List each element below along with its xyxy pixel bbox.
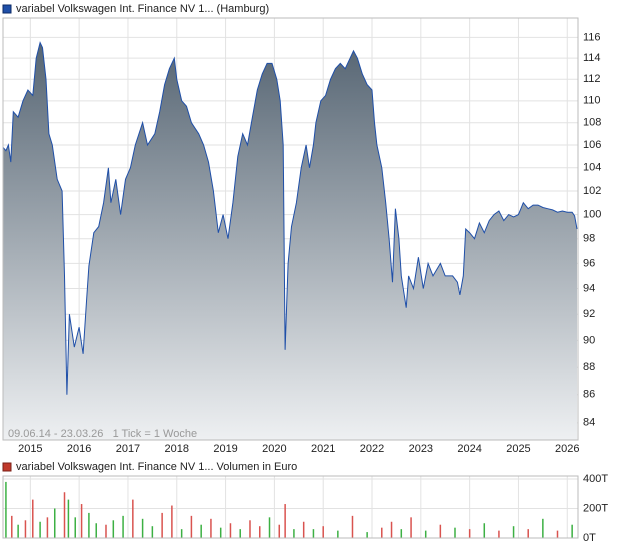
y-tick-label: 116 xyxy=(583,31,601,43)
x-tick-label: 2017 xyxy=(116,443,140,455)
volume-bar xyxy=(210,518,212,538)
volume-bar xyxy=(400,529,403,538)
x-tick-label: 2021 xyxy=(311,443,335,455)
volume-bar xyxy=(180,529,183,538)
plot-background xyxy=(2,475,579,539)
volume-bar xyxy=(571,524,573,538)
legend-swatch xyxy=(2,462,12,472)
y-tick-label: 400T xyxy=(583,473,608,485)
x-tick-label: 2025 xyxy=(506,443,530,455)
volume-bar xyxy=(151,526,154,538)
volume-bar xyxy=(229,523,232,538)
volume-bar xyxy=(293,529,295,538)
volume-bar xyxy=(337,530,339,538)
volume-bar xyxy=(284,504,286,538)
volume-bar xyxy=(258,526,261,538)
volume-bar xyxy=(11,515,13,538)
volume-bar xyxy=(63,492,66,538)
volume-bar xyxy=(439,524,442,538)
volume-bar xyxy=(512,526,515,538)
volume-bar xyxy=(112,520,115,538)
legend-label: variabel Volkswagen Int. Finance NV 1...… xyxy=(16,3,269,15)
volume-bar xyxy=(105,524,107,538)
y-tick-label: 110 xyxy=(583,95,601,107)
y-tick-label: 0T xyxy=(583,532,596,544)
x-tick-label: 2023 xyxy=(409,443,433,455)
x-tick-label: 2016 xyxy=(67,443,91,455)
volume-bar xyxy=(390,521,393,538)
volume-bar xyxy=(190,515,193,538)
y-tick-label: 104 xyxy=(583,162,601,174)
x-tick-label: 2015 xyxy=(18,443,42,455)
volume-bar xyxy=(381,527,383,538)
legend-swatch xyxy=(2,4,12,14)
y-tick-label: 112 xyxy=(583,73,601,85)
volume-bar xyxy=(46,517,49,538)
y-tick-label: 94 xyxy=(583,282,595,294)
legend-label: variabel Volkswagen Int. Finance NV 1...… xyxy=(16,461,297,473)
annotation: 09.06.14 - 23.03.26 1 Tick = 1 Woche xyxy=(8,428,197,440)
y-tick-label: 200T xyxy=(583,502,608,514)
volume-bar xyxy=(424,530,427,538)
volume-bar xyxy=(141,518,144,538)
volume-bar xyxy=(67,499,70,538)
volume-bar xyxy=(80,504,83,538)
y-tick-label: 102 xyxy=(583,185,601,197)
volume-bar xyxy=(161,512,163,538)
volume-bar xyxy=(24,520,27,538)
volume-bar xyxy=(171,505,173,538)
x-tick-label: 2018 xyxy=(165,443,189,455)
volume-bar xyxy=(542,518,544,538)
volume-bar xyxy=(268,517,271,538)
volume-bar xyxy=(74,517,76,538)
y-tick-label: 86 xyxy=(583,389,595,401)
volume-bar xyxy=(53,508,56,538)
volume-bar xyxy=(239,529,241,538)
y-tick-label: 92 xyxy=(583,308,595,320)
x-tick-label: 2022 xyxy=(360,443,384,455)
volume-bar xyxy=(39,521,41,538)
y-tick-label: 88 xyxy=(583,361,595,373)
volume-bar xyxy=(5,481,7,538)
volume-bar xyxy=(17,524,19,538)
y-tick-label: 96 xyxy=(583,257,595,269)
volume-bar xyxy=(454,527,456,538)
volume-bar xyxy=(556,530,559,538)
volume-bar xyxy=(312,529,315,538)
volume-bar xyxy=(249,520,251,538)
volume-bar xyxy=(498,530,500,538)
x-tick-label: 2019 xyxy=(213,443,237,455)
volume-bar xyxy=(410,517,412,538)
y-tick-label: 108 xyxy=(583,117,601,129)
plot-frame xyxy=(2,17,579,441)
volume-bar xyxy=(278,524,281,538)
volume-bar xyxy=(132,499,134,538)
volume-bar xyxy=(32,499,34,538)
volume-bar xyxy=(322,526,324,538)
volume-bar xyxy=(351,515,354,538)
x-tick-label: 2024 xyxy=(457,443,481,455)
volume-bar xyxy=(302,521,305,538)
volume-bar xyxy=(95,523,97,538)
y-tick-label: 84 xyxy=(583,417,595,429)
volume-bar xyxy=(483,523,486,538)
volume-bar xyxy=(468,529,471,538)
plot-frame xyxy=(2,475,579,539)
y-tick-label: 106 xyxy=(583,139,601,151)
volume-bar xyxy=(88,512,90,538)
volume-bar xyxy=(200,524,202,538)
price-line xyxy=(2,41,578,395)
volume-bar xyxy=(219,527,222,538)
x-tick-label: 2020 xyxy=(262,443,286,455)
volume-bar xyxy=(527,529,529,538)
volume-bar xyxy=(122,515,124,538)
y-tick-label: 100 xyxy=(583,209,601,221)
volume-bar xyxy=(366,532,368,538)
x-tick-label: 2026 xyxy=(555,443,579,455)
y-tick-label: 114 xyxy=(583,52,601,64)
y-tick-label: 98 xyxy=(583,233,595,245)
y-tick-label: 90 xyxy=(583,334,595,346)
